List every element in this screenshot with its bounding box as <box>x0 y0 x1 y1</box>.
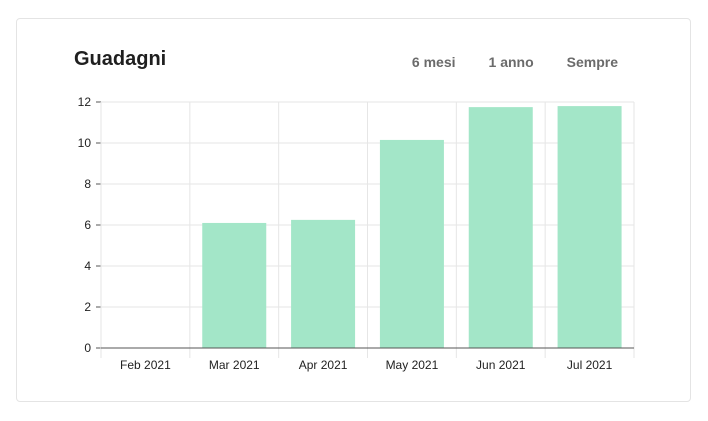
range-tabs: 6 mesi 1 anno Sempre <box>412 54 618 70</box>
y-tick-label: 0 <box>84 341 91 355</box>
range-tab-6-months[interactable]: 6 mesi <box>411 54 456 70</box>
range-tab-1-year[interactable]: 1 anno <box>488 54 534 70</box>
y-tick-label: 2 <box>84 300 91 314</box>
x-tick-label: Jun 2021 <box>476 358 526 372</box>
range-tab-all-time[interactable]: Sempre <box>566 54 618 70</box>
x-tick-label: Jul 2021 <box>567 358 613 372</box>
x-tick-label: Mar 2021 <box>209 358 260 372</box>
bar-apr-2021 <box>291 219 356 348</box>
y-tick-label: 12 <box>78 95 92 109</box>
bar-mar-2021 <box>202 222 267 348</box>
card-title: Guadagni <box>74 48 167 70</box>
x-tick-label: Feb 2021 <box>120 358 171 372</box>
bar-may-2021 <box>379 139 444 348</box>
x-tick-label: May 2021 <box>386 358 439 372</box>
bar-jul-2021 <box>557 106 622 348</box>
y-tick-label: 10 <box>78 136 92 150</box>
y-tick-label: 6 <box>84 218 91 232</box>
y-tick-label: 8 <box>84 177 91 191</box>
y-tick-label: 4 <box>84 259 91 273</box>
bar-jun-2021 <box>468 107 533 348</box>
x-tick-label: Apr 2021 <box>299 358 348 372</box>
